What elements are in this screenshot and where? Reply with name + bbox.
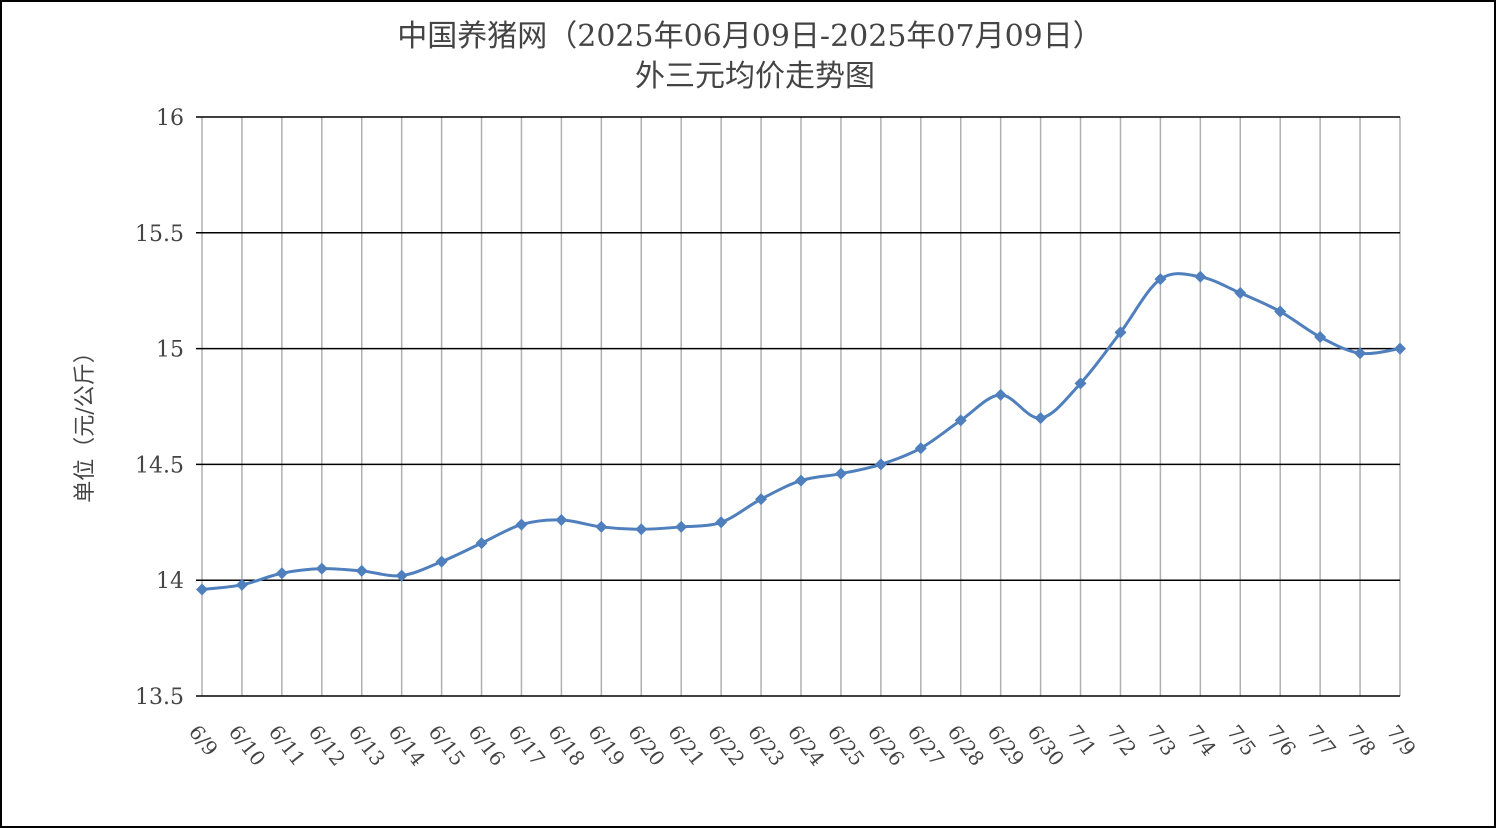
y-axis-label: 单位（元/公斤）	[73, 341, 98, 502]
point	[355, 564, 368, 577]
point	[795, 474, 807, 487]
y-tick-label: 14	[156, 569, 184, 594]
point	[1274, 305, 1287, 318]
y-tick-label: 15.5	[135, 222, 184, 247]
point	[555, 513, 568, 526]
y-tick-label: 16	[156, 106, 184, 131]
point	[395, 569, 408, 582]
y-tick-label: 13.5	[135, 685, 184, 710]
point	[1194, 270, 1207, 283]
point	[1034, 412, 1047, 425]
point	[196, 583, 208, 596]
point	[235, 578, 248, 591]
point	[435, 555, 448, 568]
y-tick-label: 14.5	[135, 453, 184, 478]
point	[1154, 273, 1167, 286]
point	[515, 518, 528, 531]
point	[675, 520, 688, 533]
point	[1314, 331, 1327, 344]
point	[994, 388, 1007, 401]
point	[1354, 347, 1367, 360]
point	[1114, 326, 1127, 339]
point	[275, 567, 288, 580]
point	[834, 467, 847, 480]
point	[954, 414, 967, 427]
point	[635, 523, 648, 536]
point	[874, 458, 887, 471]
point	[914, 442, 927, 455]
point	[595, 520, 608, 533]
point	[475, 537, 488, 550]
point	[1394, 342, 1406, 355]
point	[1234, 287, 1247, 300]
y-tick-label: 15	[156, 338, 184, 363]
chart-subtitle: 外三元均价走势图	[635, 59, 875, 94]
point	[755, 493, 768, 506]
point	[715, 516, 728, 529]
point	[315, 562, 328, 575]
point	[1074, 377, 1087, 390]
chart-title: 中国养猪网（2025年06月09日-2025年07月09日）	[397, 19, 1103, 54]
